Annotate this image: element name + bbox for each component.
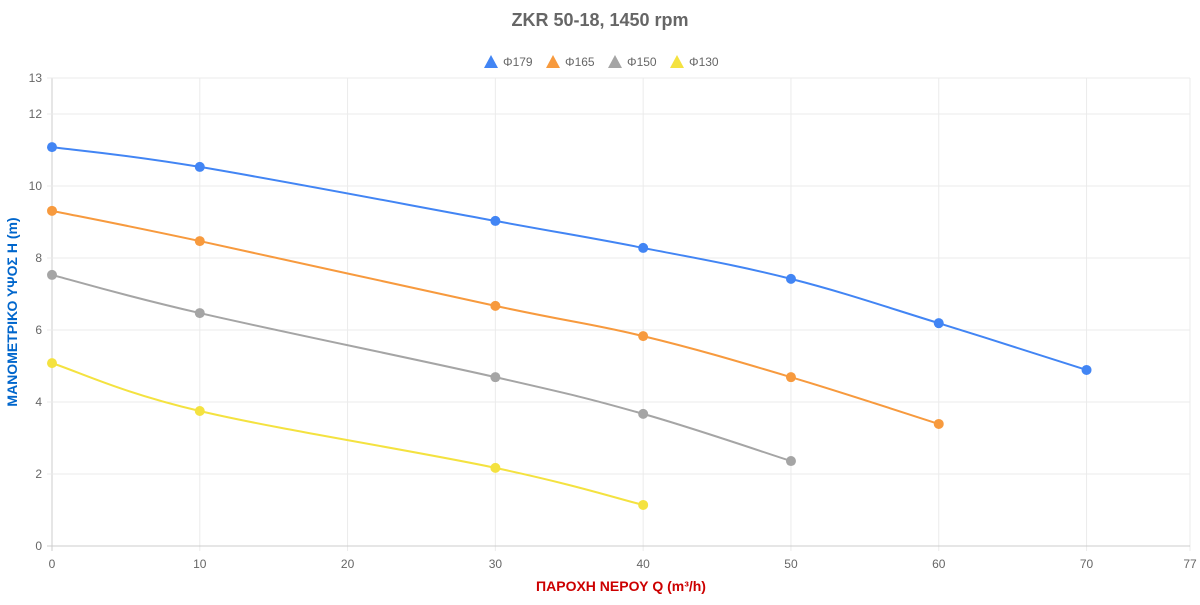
legend-label: Φ130 <box>689 55 719 69</box>
x-tick-label: 70 <box>1080 557 1094 571</box>
x-tick-label: 0 <box>49 557 56 571</box>
x-axis-label: ΠΑΡΟΧΗ ΝΕΡΟΥ Q (m³/h) <box>536 578 706 594</box>
data-point <box>47 269 57 280</box>
data-point <box>47 142 57 153</box>
y-tick-label: 4 <box>35 395 42 409</box>
data-point <box>785 372 796 383</box>
data-point <box>47 358 57 369</box>
data-point <box>638 331 649 342</box>
data-point <box>47 205 57 216</box>
y-tick-label: 6 <box>35 323 42 337</box>
data-point <box>785 273 796 284</box>
data-point <box>194 236 205 247</box>
data-point <box>490 215 501 226</box>
data-point <box>194 161 205 172</box>
series-line-Φ130 <box>51 362 644 506</box>
legend-triangle-icon <box>670 55 684 68</box>
grid <box>47 77 1191 551</box>
series-line-Φ179 <box>51 146 1087 371</box>
y-tick-label: 2 <box>35 467 42 481</box>
legend-label: Φ150 <box>627 55 657 69</box>
x-tick-label: 60 <box>932 557 946 571</box>
x-tick-label: 40 <box>636 557 650 571</box>
x-tick-label: 30 <box>489 557 503 571</box>
series-group <box>47 142 1092 510</box>
data-point <box>638 408 649 419</box>
y-tick-label: 10 <box>29 179 43 193</box>
axis-ticks: 0 10 20 30 40 50 60 70 77 0 2 4 6 8 10 12 13 <box>29 71 1197 571</box>
data-point <box>1081 364 1092 375</box>
legend: Φ179 Φ165 Φ150 Φ130 <box>484 55 719 69</box>
data-point <box>933 418 944 429</box>
series-line-Φ150 <box>51 273 792 462</box>
legend-triangle-icon <box>608 55 622 68</box>
x-tick-label: 10 <box>193 557 207 571</box>
legend-label: Φ165 <box>565 55 595 69</box>
data-point <box>194 406 205 416</box>
legend-triangle-icon <box>484 55 498 68</box>
data-point <box>638 499 649 510</box>
y-axis-label: ΜΑΝΟΜΕΤΡΙΚΟ ΥΨΟΣ Η (m) <box>4 217 20 406</box>
legend-label: Φ179 <box>503 55 533 69</box>
x-tick-label: 77 <box>1183 557 1197 571</box>
data-point <box>933 318 944 329</box>
y-tick-label: 0 <box>35 539 42 553</box>
y-tick-label: 12 <box>29 107 43 121</box>
data-point <box>490 300 501 311</box>
data-point <box>194 308 205 319</box>
series-line-Φ165 <box>51 209 940 425</box>
y-tick-label: 8 <box>35 251 42 265</box>
data-point <box>638 242 649 253</box>
legend-triangle-icon <box>546 55 560 68</box>
data-point <box>490 462 501 473</box>
data-point <box>490 372 501 383</box>
x-tick-label: 50 <box>784 557 798 571</box>
data-point <box>785 456 796 467</box>
y-tick-label: 13 <box>29 71 43 85</box>
x-tick-label: 20 <box>341 557 355 571</box>
chart-title: ZKR 50-18, 1450 rpm <box>511 10 688 30</box>
